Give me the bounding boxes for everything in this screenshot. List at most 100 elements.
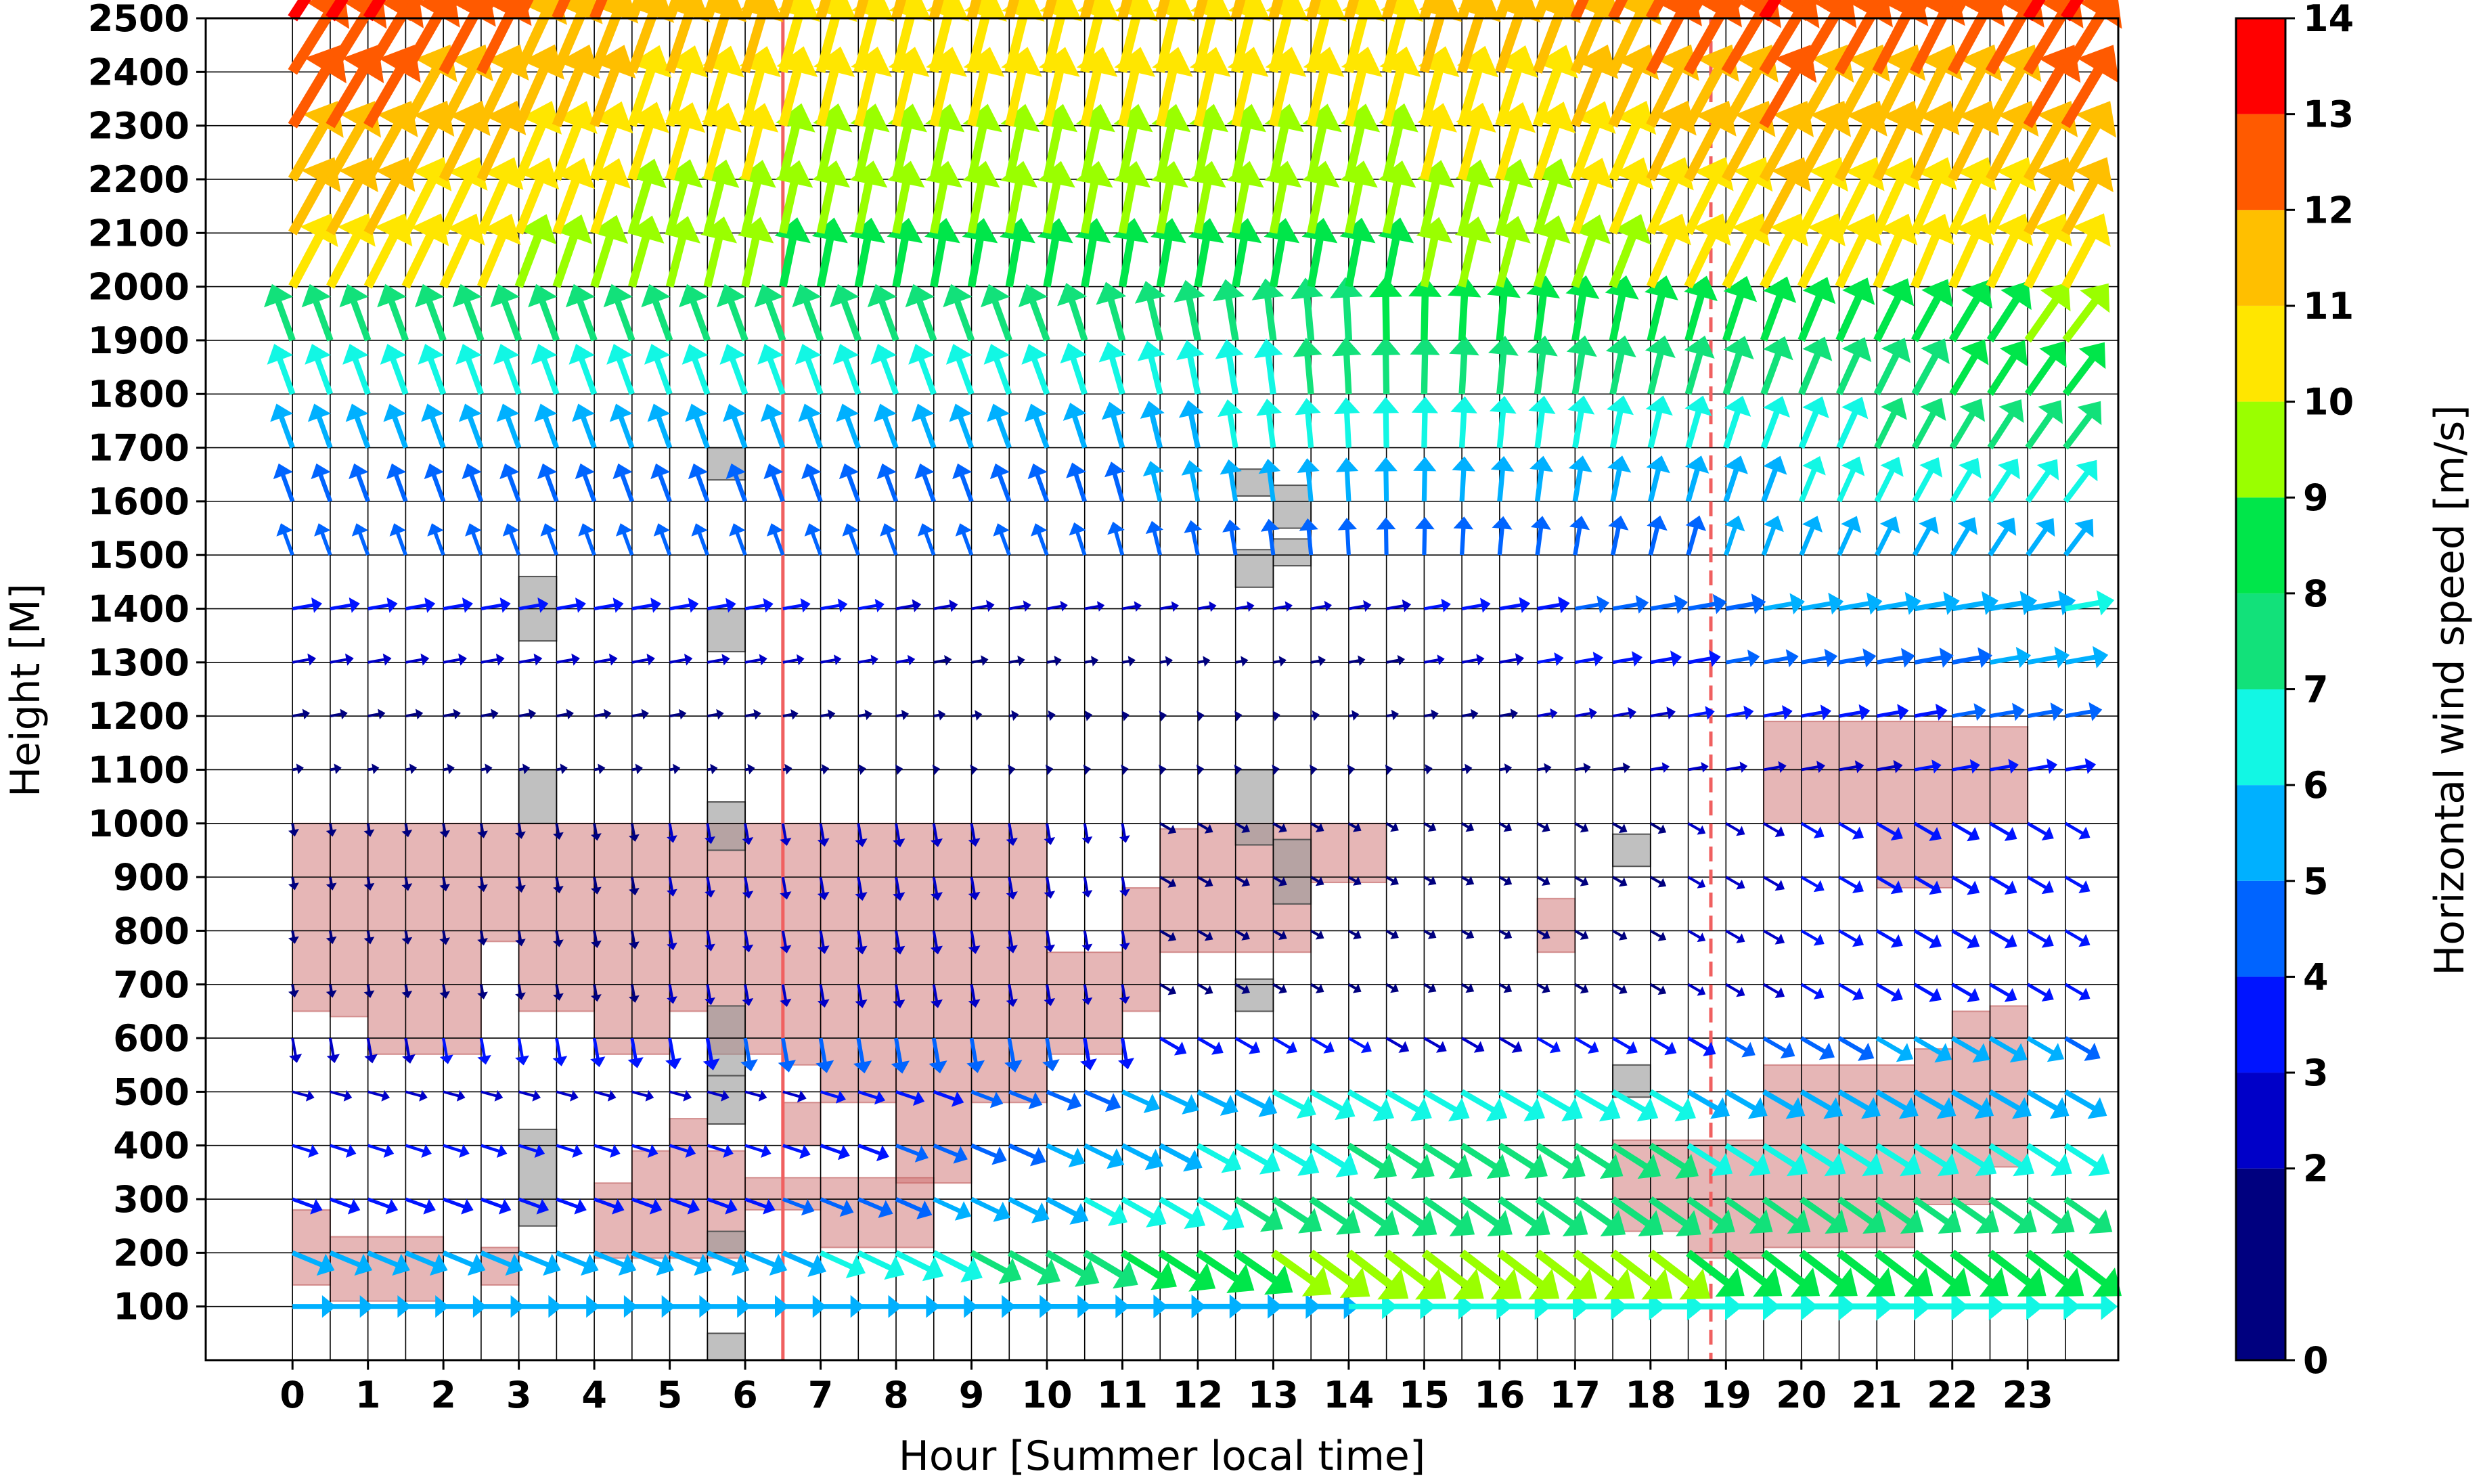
colorbar-tick-label: 8 bbox=[2303, 572, 2329, 615]
wind-arrow bbox=[641, 284, 673, 342]
wind-arrow bbox=[1499, 763, 1513, 774]
wind-arrow bbox=[895, 1090, 925, 1106]
wind-arrow bbox=[1763, 593, 1805, 614]
wind-arrow bbox=[1725, 929, 1745, 943]
wind-arrow bbox=[1113, 218, 1148, 288]
wind-arrow bbox=[515, 876, 526, 893]
wind-arrow bbox=[1725, 705, 1754, 720]
wind-arrow bbox=[1235, 601, 1255, 612]
wind-arrow bbox=[1460, 1089, 1508, 1122]
wind-arrow bbox=[2026, 1089, 2070, 1119]
wind-arrow bbox=[798, 403, 824, 449]
wind-arrow bbox=[591, 984, 602, 1002]
wind-arrow bbox=[1197, 983, 1213, 995]
wind-arrow bbox=[1410, 336, 1440, 395]
wind-arrow bbox=[1721, 0, 1744, 22]
wind-arrow bbox=[1193, 0, 1208, 20]
wind-arrow bbox=[1347, 929, 1362, 940]
wind-arrow bbox=[870, 344, 899, 395]
wind-arrow bbox=[1461, 876, 1475, 886]
wind-arrow bbox=[540, 523, 558, 556]
wind-arrow bbox=[1057, 283, 1088, 342]
wind-arrow bbox=[681, 344, 711, 395]
wind-arrow bbox=[1838, 592, 1883, 615]
wind-arrow bbox=[518, 763, 531, 775]
wind-arrow bbox=[1763, 822, 1785, 838]
wind-arrow bbox=[405, 1197, 436, 1215]
wind-arrow bbox=[401, 984, 413, 999]
wind-arrow bbox=[702, 1037, 720, 1071]
wind-arrow bbox=[1007, 1250, 1060, 1286]
wind-arrow bbox=[2065, 758, 2097, 774]
wind-arrow bbox=[1098, 342, 1126, 395]
wind-arrow bbox=[1913, 822, 1942, 841]
wind-arrow bbox=[2027, 590, 2076, 616]
wind-arrow bbox=[820, 654, 842, 666]
wind-arrow bbox=[1309, 1196, 1361, 1235]
wind-arrow bbox=[2024, 282, 2071, 343]
wind-arrow bbox=[1763, 649, 1799, 668]
wind-arrow bbox=[1989, 646, 2031, 669]
colorbar-segment bbox=[2236, 401, 2285, 498]
wind-arrow bbox=[1608, 44, 1659, 128]
wind-arrow bbox=[311, 463, 332, 502]
wind-arrow bbox=[594, 598, 624, 613]
wind-arrow bbox=[1914, 647, 1954, 668]
wind-arrow bbox=[1347, 764, 1356, 775]
wind-arrow bbox=[1339, 217, 1376, 288]
wind-arrow bbox=[631, 1197, 663, 1215]
wind-arrow bbox=[1801, 761, 1825, 773]
wind-arrow bbox=[1233, 1249, 1293, 1295]
wind-arrow bbox=[1273, 656, 1287, 667]
wind-arrow bbox=[627, 0, 645, 20]
wind-arrow bbox=[853, 1037, 872, 1074]
wind-arrow bbox=[1348, 655, 1366, 667]
wind-arrow bbox=[782, 1197, 815, 1216]
wind-arrow bbox=[1873, 338, 1911, 396]
wind-arrow bbox=[669, 598, 699, 613]
wind-arrow bbox=[1158, 1249, 1216, 1292]
wind-arrow bbox=[405, 1295, 449, 1318]
wind-arrow bbox=[515, 823, 526, 839]
wind-arrow bbox=[480, 1089, 504, 1102]
wind-arrow bbox=[1181, 460, 1203, 502]
wind-arrow bbox=[1408, 276, 1442, 340]
wind-arrow bbox=[1952, 703, 1986, 721]
wind-arrow bbox=[1272, 1143, 1320, 1176]
wind-arrow bbox=[330, 1295, 374, 1318]
wind-arrow bbox=[857, 764, 866, 775]
wind-arrow bbox=[1683, 0, 1705, 22]
wind-arrow bbox=[933, 655, 952, 666]
wind-arrow bbox=[1529, 455, 1554, 502]
wind-arrow bbox=[1347, 822, 1362, 832]
wind-arrow bbox=[1800, 1143, 1846, 1177]
wind-arrow bbox=[443, 1295, 487, 1318]
wind-arrow bbox=[669, 1295, 714, 1318]
wind-arrow bbox=[1536, 1089, 1583, 1122]
wind-arrow bbox=[1498, 1089, 1545, 1122]
y-tick-label: 1900 bbox=[88, 319, 189, 362]
wind-arrow bbox=[1952, 591, 1998, 616]
wind-arrow bbox=[820, 709, 836, 720]
wind-arrow bbox=[1046, 1196, 1089, 1225]
wind-arrow bbox=[1449, 336, 1479, 395]
wind-arrow bbox=[326, 0, 349, 22]
wind-arrow bbox=[970, 1250, 1022, 1284]
wind-arrow bbox=[895, 1250, 944, 1282]
wind-arrow bbox=[667, 984, 677, 1004]
wind-arrow bbox=[1498, 1196, 1550, 1237]
wind-arrow bbox=[367, 1295, 411, 1318]
wind-arrow bbox=[1046, 1089, 1082, 1111]
wind-arrow bbox=[1119, 876, 1130, 897]
wind-arrow bbox=[1724, 1089, 1768, 1119]
wind-arrow bbox=[1066, 462, 1087, 502]
y-tick-label: 1700 bbox=[88, 427, 189, 470]
wind-arrow bbox=[1799, 456, 1826, 503]
wind-arrow bbox=[442, 1250, 486, 1276]
wind-arrow bbox=[1537, 596, 1570, 614]
wind-arrow bbox=[1612, 651, 1642, 667]
wind-arrow bbox=[987, 403, 1012, 449]
wind-arrow bbox=[1911, 279, 1954, 342]
wind-arrow bbox=[1574, 822, 1589, 833]
wind-arrow bbox=[514, 214, 557, 288]
